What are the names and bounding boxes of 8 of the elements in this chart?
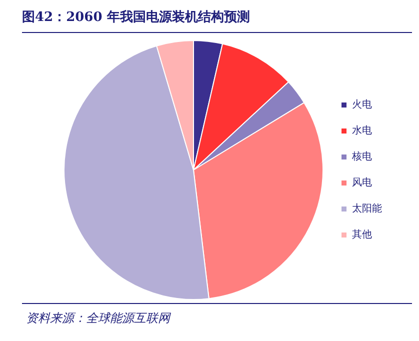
- text: 资料来源：全球能源互联网: [26, 310, 170, 327]
- legend-label: 风电: [352, 176, 372, 189]
- chart-title: 图42：2060 年我国电源装机结构预测: [22, 9, 250, 26]
- legend-label: 水电: [352, 124, 372, 137]
- legend-label: 核电: [351, 150, 372, 163]
- legend-label: 火电: [352, 98, 372, 111]
- legend-label: 其他: [352, 228, 372, 241]
- legend-label: 太阳能: [352, 202, 382, 215]
